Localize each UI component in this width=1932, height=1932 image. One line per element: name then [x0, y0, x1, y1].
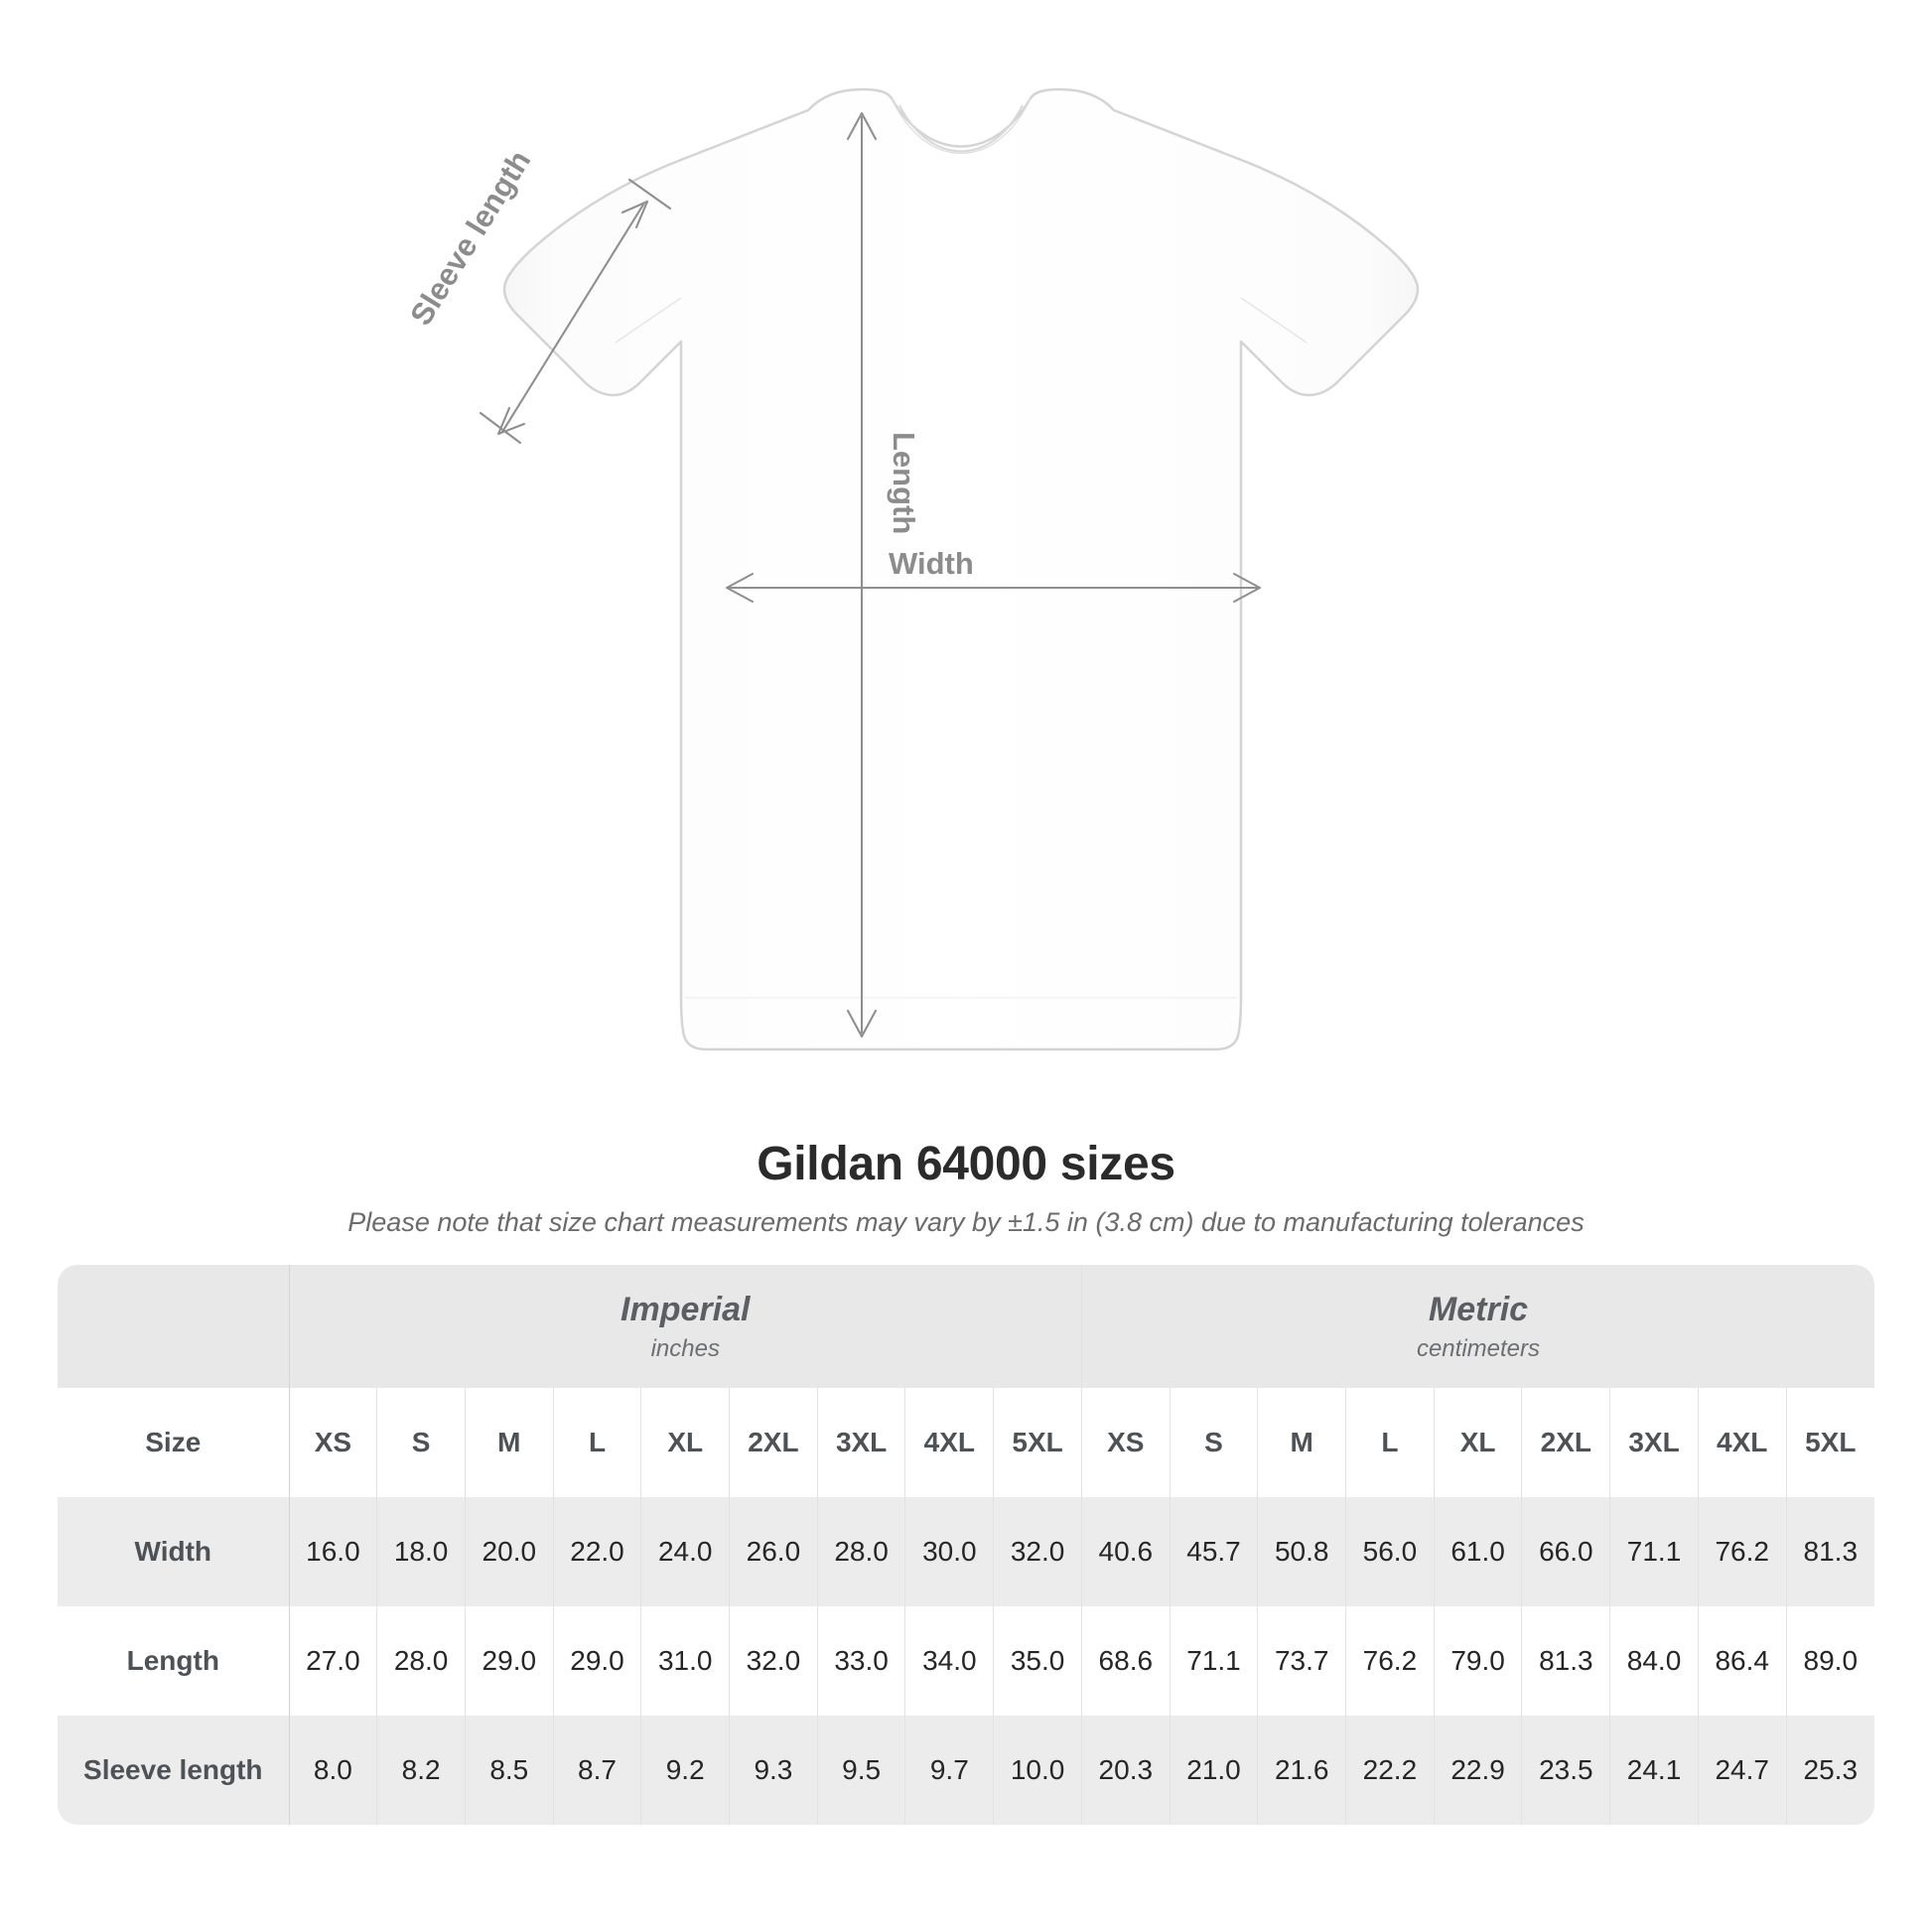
svg-text:Length: Length — [887, 432, 921, 534]
svg-text:Width: Width — [889, 546, 974, 581]
